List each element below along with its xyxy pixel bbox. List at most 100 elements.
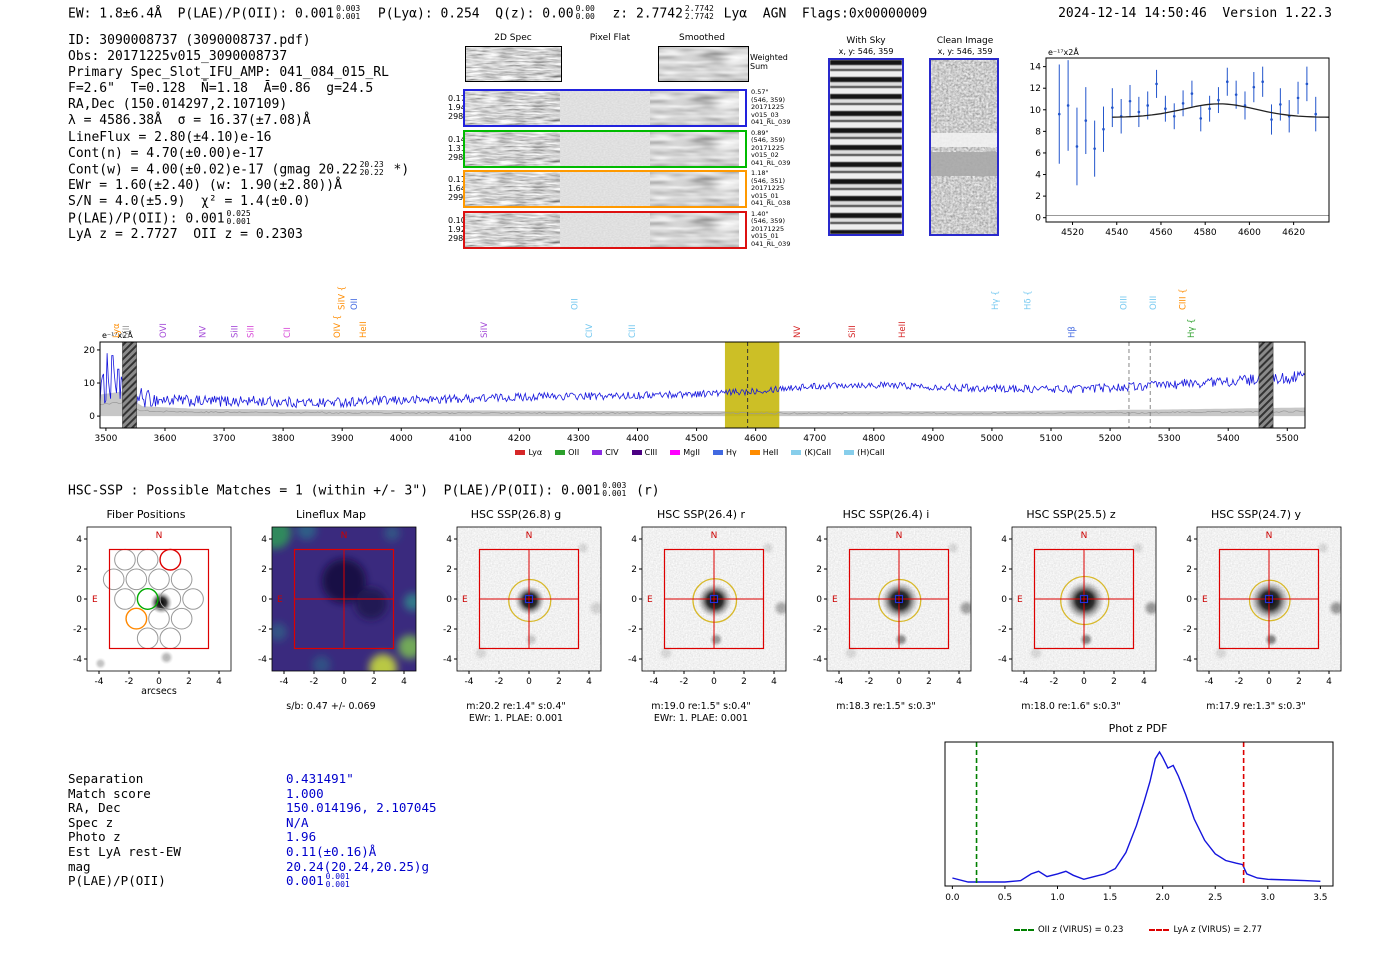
masked-region bbox=[1258, 342, 1274, 428]
spec2d-row-left-label: 0.10 1.92 298 bbox=[448, 216, 466, 243]
spec2d-strip bbox=[650, 172, 739, 206]
zoom-ytick-label: 14 bbox=[1030, 63, 1042, 73]
zoom-point bbox=[1234, 93, 1238, 96]
photz-legend-swatch bbox=[1149, 929, 1170, 931]
legend-swatch bbox=[712, 450, 723, 455]
right-label-line: 041_RL_039 bbox=[751, 158, 791, 167]
fiber-circle bbox=[170, 607, 193, 630]
cutout-ytick-label: -4 bbox=[73, 655, 82, 665]
hsc-match-header: HSC-SSP : Possible Matches = 1 (within +… bbox=[68, 481, 660, 499]
legend-item: Lyα bbox=[515, 448, 542, 457]
cutout-caption: m:18.0 re:1.6" s:0.3" bbox=[1021, 701, 1121, 712]
cutout-ytick-label: 2 bbox=[446, 565, 452, 575]
extent-box bbox=[1218, 548, 1320, 650]
spec2d-row-right-label: 1.18" (546, 351) 20171225 v015_01 041_RL_038 bbox=[751, 169, 790, 208]
spec-xtick-label: 3600 bbox=[154, 434, 177, 444]
cutout-xtick-label: 0 bbox=[711, 677, 717, 687]
spec-xtick-label: 4600 bbox=[744, 434, 767, 444]
right-label-line: 20171225 bbox=[751, 224, 785, 233]
match-row: P(LAE)/P(OII) 0.001 0.001 0.001 bbox=[68, 873, 437, 890]
east-label: E bbox=[832, 595, 838, 605]
range-hi: 0.001 bbox=[325, 872, 350, 882]
extent-box bbox=[293, 548, 395, 650]
emission-line-label: SiII bbox=[231, 325, 241, 338]
match-value: 1.000 bbox=[286, 785, 324, 801]
cutout-xtick-label: -2 bbox=[125, 677, 134, 687]
cutout-ytick-label: 0 bbox=[631, 595, 637, 605]
spec-xtick-label: 5500 bbox=[1276, 434, 1299, 444]
source-blob bbox=[514, 585, 545, 616]
east-label: E bbox=[92, 595, 98, 605]
spec-xtick-label: 5100 bbox=[1040, 434, 1063, 444]
match-value: 0.11(±0.16)Å bbox=[286, 843, 377, 859]
legend-label: OII bbox=[568, 448, 580, 457]
cutout-xtick-label: 4 bbox=[1326, 677, 1332, 687]
spec2d-strip bbox=[650, 212, 739, 247]
zoom-point bbox=[1279, 103, 1282, 106]
match-value: N/A bbox=[286, 814, 309, 830]
extent-box bbox=[663, 548, 765, 650]
cutout-xtick-label: 4 bbox=[216, 677, 222, 687]
spec2d-strip bbox=[650, 91, 739, 125]
spec2d-row bbox=[463, 170, 747, 208]
spec-xtick-label: 4100 bbox=[449, 434, 472, 444]
legend-swatch bbox=[749, 450, 760, 455]
residual-line bbox=[100, 401, 1305, 415]
clean-image-title: Clean Image bbox=[936, 36, 994, 46]
spec-xtick-label: 5300 bbox=[1158, 434, 1181, 444]
cutout-xtick-label: 4 bbox=[586, 677, 592, 687]
weighted-sum-line: Sum bbox=[750, 62, 768, 71]
cutout-plot: -4 -4 -2 -2 0 0 2 2 4 4 N E bbox=[998, 526, 1157, 687]
photz-xtick-label: 1.5 bbox=[1103, 893, 1117, 903]
legend-swatch bbox=[631, 450, 642, 455]
emission-line-label: HeII bbox=[898, 321, 908, 338]
legend-label: HeII bbox=[762, 448, 779, 457]
cutout-plot: -4 -4 -2 -2 0 0 2 2 4 4 N E bbox=[813, 526, 972, 687]
zoom-point bbox=[1190, 92, 1194, 95]
match-value: 1.96 bbox=[286, 829, 317, 845]
spec-xtick-label: 3900 bbox=[331, 434, 354, 444]
spec-xtick-label: 4900 bbox=[921, 434, 944, 444]
secondary-source bbox=[1079, 632, 1094, 647]
cutout-caption: EWr: 1. PLAE: 0.001 bbox=[468, 713, 564, 724]
cutout-plot: -4 -4 -2 -2 0 0 2 2 4 4 N E bbox=[258, 526, 417, 687]
spec2d-col-title: Smoothed bbox=[679, 33, 725, 43]
zoom-ytick-label: 10 bbox=[1030, 106, 1042, 116]
cutout-xtick-label: -4 bbox=[95, 677, 104, 687]
cutout-xtick-label: 4 bbox=[1141, 677, 1147, 687]
fiber-circle bbox=[148, 568, 170, 591]
cutout-ytick-label: 4 bbox=[1001, 535, 1007, 545]
legend-swatch bbox=[592, 450, 603, 455]
zoom-ytick-label: 12 bbox=[1030, 84, 1041, 94]
source-blob bbox=[1065, 581, 1105, 620]
zoom-point bbox=[1164, 107, 1167, 111]
cutout-ytick-label: -4 bbox=[443, 655, 452, 665]
match-value-range: 0.001 0.001 bbox=[324, 873, 352, 889]
right-label-line: (546, 351) bbox=[751, 176, 786, 185]
east-label: E bbox=[277, 595, 283, 605]
zoom-point bbox=[1199, 117, 1203, 120]
fiber-circle bbox=[148, 607, 170, 630]
match-value: 0.431491" bbox=[286, 771, 354, 786]
spec2d-row bbox=[463, 210, 747, 249]
right-label-line: 0.57" bbox=[751, 88, 769, 96]
legend-item: (H)CaII bbox=[844, 448, 885, 457]
source-blob bbox=[697, 583, 732, 618]
match-label: RA, Dec bbox=[68, 800, 121, 816]
cutout-ytick-label: 0 bbox=[1001, 595, 1007, 605]
info-radec: RA,Dec (150.014297,2.107109) bbox=[68, 97, 288, 113]
right-label-line: 1.40" bbox=[751, 209, 769, 218]
right-label-line: (546, 359) bbox=[751, 136, 786, 145]
cutout-ytick-label: 4 bbox=[631, 535, 637, 545]
cutout-xlabel: arcsecs bbox=[141, 686, 177, 697]
spec-ytick-label: 0 bbox=[89, 412, 95, 422]
match-label: Spec z bbox=[68, 814, 114, 830]
cutout-ytick-label: 4 bbox=[76, 535, 82, 545]
emission-line-label: SiII bbox=[848, 325, 858, 338]
emission-line-label: OIV { bbox=[333, 315, 343, 338]
right-label-line: 0.89" bbox=[751, 128, 769, 137]
hsc-plae-range: 0.003 0.001 bbox=[602, 481, 627, 498]
left-label-line: 1.92 bbox=[448, 224, 466, 234]
